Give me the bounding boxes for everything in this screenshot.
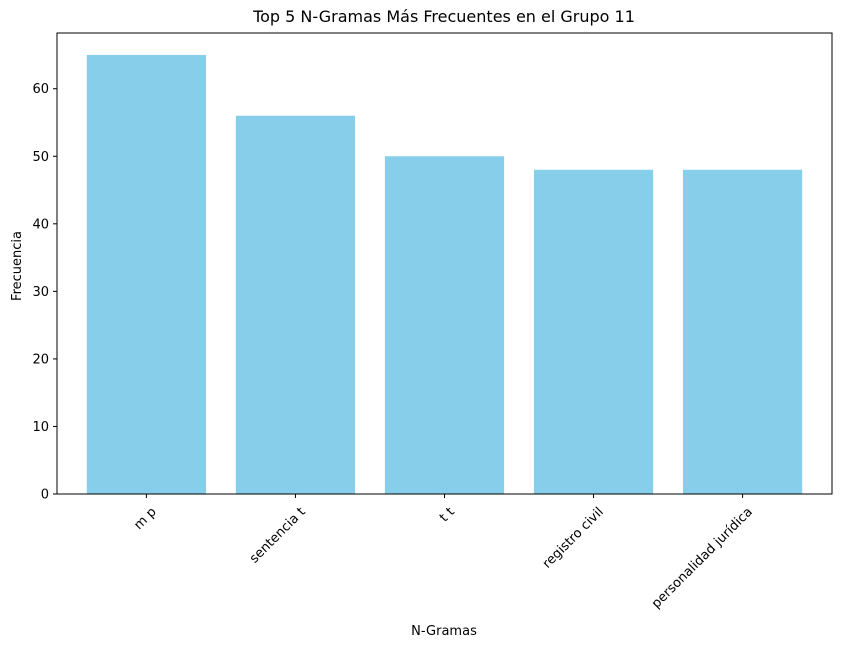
y-axis: 0 10 20 30 40 50 60 bbox=[32, 82, 57, 503]
y-tick-label: 10 bbox=[32, 420, 49, 435]
bar-registro-civil bbox=[533, 169, 654, 494]
y-axis-title: Frecuencia bbox=[10, 231, 25, 301]
bar-sentencia-t bbox=[235, 115, 356, 494]
y-tick-label: 50 bbox=[32, 150, 49, 165]
y-tick-label: 60 bbox=[32, 82, 49, 97]
y-tick-label: 30 bbox=[32, 285, 49, 300]
x-axis-title: N-Gramas bbox=[411, 624, 477, 639]
bar-t-t bbox=[384, 156, 505, 494]
plot-area-frame bbox=[56, 32, 833, 495]
y-tick-label: 40 bbox=[32, 217, 49, 232]
bar-personalidad-jurídica bbox=[682, 169, 803, 494]
y-tick-label: 0 bbox=[41, 488, 49, 503]
bar-m-p bbox=[86, 54, 207, 494]
y-tick-label: 20 bbox=[32, 352, 49, 367]
chart-title: Top 5 N-Gramas Más Frecuentes en el Grup… bbox=[252, 7, 635, 26]
bars-layer bbox=[86, 54, 803, 494]
